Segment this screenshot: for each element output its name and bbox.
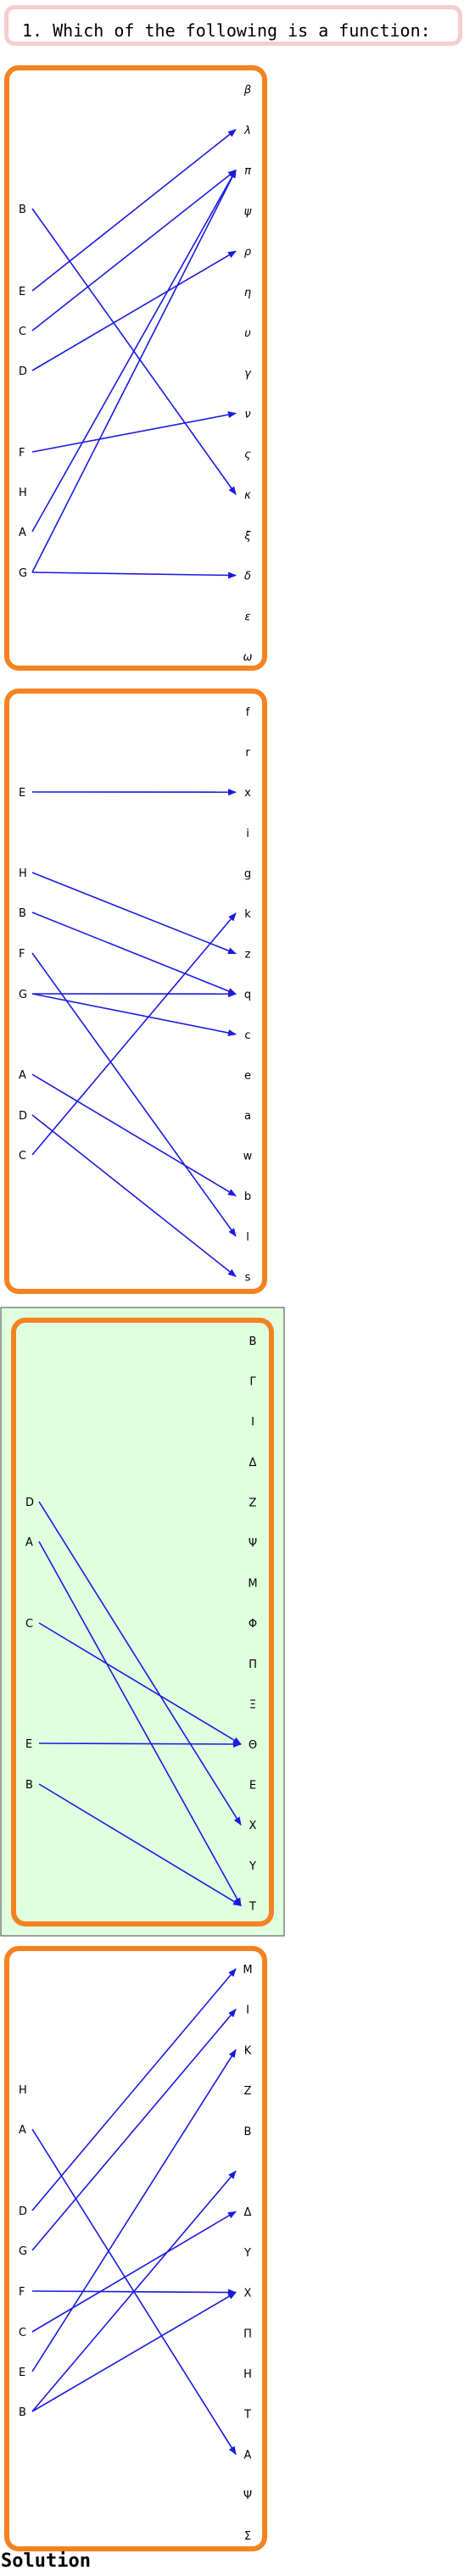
domain-label: A: [19, 527, 26, 539]
codomain-label: ω: [243, 651, 253, 664]
domain-label: G: [19, 989, 27, 1001]
codomain-label: Φ: [249, 1618, 257, 1631]
codomain-label: s: [245, 1271, 251, 1284]
panel-border: [7, 691, 265, 1291]
domain-label: D: [19, 1110, 27, 1123]
codomain-label: λ: [243, 125, 251, 137]
codomain-label: Π: [249, 1659, 257, 1671]
codomain-label: Γ: [249, 1376, 256, 1389]
codomain-label: f: [246, 706, 250, 719]
domain-label: C: [19, 2327, 26, 2339]
codomain-label: γ: [244, 368, 252, 381]
codomain-label: Ξ: [249, 1698, 256, 1711]
panel-border: [7, 1949, 265, 2549]
solution-label: Solution: [1, 2551, 91, 2572]
codomain-label: T: [243, 2409, 251, 2422]
domain-label: F: [19, 948, 25, 961]
panel-2: f r x i g k z q c e a w b l s E H B F G A D C: [7, 691, 265, 1291]
codomain-label: I: [246, 2004, 249, 2017]
codomain-label: l: [246, 1231, 249, 1244]
codomain-label: e: [244, 1069, 251, 1082]
domain-label: F: [19, 447, 25, 460]
codomain-label: Π: [243, 2328, 252, 2340]
codomain-label: b: [244, 1190, 251, 1203]
codomain-label: ξ: [243, 530, 251, 543]
codomain-label: M: [243, 1964, 252, 1977]
codomain-label: i: [246, 828, 249, 840]
codomain-label: x: [244, 787, 251, 800]
codomain-label: T: [249, 1900, 256, 1913]
codomain-label: ν: [244, 408, 250, 421]
domain-label: C: [19, 326, 26, 338]
codomain-label: B: [244, 2126, 252, 2138]
domain-label: B: [25, 1779, 33, 1792]
codomain-label: g: [244, 867, 251, 880]
codomain-label: E: [249, 1780, 256, 1793]
codomain-label: w: [243, 1151, 253, 1163]
domain-label: B: [19, 204, 26, 216]
codomain-label: κ: [244, 489, 251, 502]
mapping-arrow: [39, 1743, 241, 1744]
codomain-label: Θ: [249, 1739, 257, 1752]
domain-label: A: [19, 2124, 26, 2137]
codomain-label: Y: [243, 2247, 251, 2260]
domain-label: D: [25, 1497, 34, 1509]
codomain-label: β: [243, 84, 251, 97]
panel-border: [14, 1320, 271, 1924]
domain-label: E: [25, 1738, 32, 1751]
domain-label: E: [19, 2367, 25, 2379]
domain-label: E: [19, 787, 25, 800]
panel-4: M I K Z B Δ Y X Π H T A Ψ Σ H A D G F C E B: [7, 1949, 265, 2549]
codomain-label: M: [248, 1578, 257, 1591]
codomain-label: π: [244, 165, 251, 178]
codomain-label: ε: [244, 611, 250, 623]
codomain-label: A: [244, 2449, 252, 2462]
domain-label: G: [19, 567, 27, 580]
codomain-label: X: [244, 2288, 252, 2300]
codomain-label: H: [243, 2368, 252, 2381]
codomain-label: Δ: [244, 2206, 252, 2219]
codomain-label: X: [249, 1820, 257, 1832]
domain-label: E: [19, 286, 25, 298]
domain-label: H: [19, 2084, 27, 2097]
codomain-label: B: [249, 1335, 257, 1348]
domain-label: H: [19, 867, 27, 880]
codomain-label: ς: [244, 449, 251, 461]
domain-label: H: [19, 487, 27, 499]
codomain-label: υ: [244, 327, 251, 340]
codomain-label: Y: [249, 1860, 256, 1873]
codomain-label: Z: [249, 1497, 257, 1509]
codomain-label: a: [244, 1110, 251, 1123]
codomain-label: k: [244, 908, 251, 921]
codomain-label: ρ: [244, 246, 252, 259]
codomain-label: ψ: [244, 205, 252, 218]
codomain-label: q: [244, 989, 251, 1001]
codomain-label: K: [244, 2044, 252, 2057]
codomain-label: I: [251, 1416, 254, 1429]
domain-label: D: [19, 365, 27, 378]
domain-label: G: [19, 2245, 27, 2258]
codomain-label: Z: [244, 2085, 252, 2098]
codomain-label: η: [244, 287, 251, 299]
codomain-label: Δ: [249, 1457, 257, 1469]
panel-1: β λ π ψ ρ η υ γ ν ς κ ξ δ ε ω B E C D F H A G: [7, 68, 265, 668]
domain-label: A: [25, 1536, 33, 1549]
domain-label: B: [19, 2406, 26, 2419]
domain-label: B: [19, 907, 26, 920]
codomain-label: Σ: [244, 2530, 251, 2543]
codomain-label: Ψ: [243, 2490, 252, 2502]
codomain-label: c: [244, 1029, 250, 1042]
domain-label: C: [19, 1150, 26, 1163]
domain-label: D: [19, 2205, 27, 2218]
panel-3: B Γ I Δ Z Ψ M Φ Π Ξ Θ E X Y T D A C E B: [1, 1308, 284, 1936]
codomain-label: r: [245, 747, 250, 760]
codomain-label: δ: [244, 571, 251, 583]
domain-label: F: [19, 2286, 25, 2299]
domain-label: A: [19, 1069, 26, 1082]
domain-label: C: [25, 1618, 33, 1631]
codomain-label: z: [245, 949, 251, 962]
codomain-label: Ψ: [249, 1537, 257, 1550]
